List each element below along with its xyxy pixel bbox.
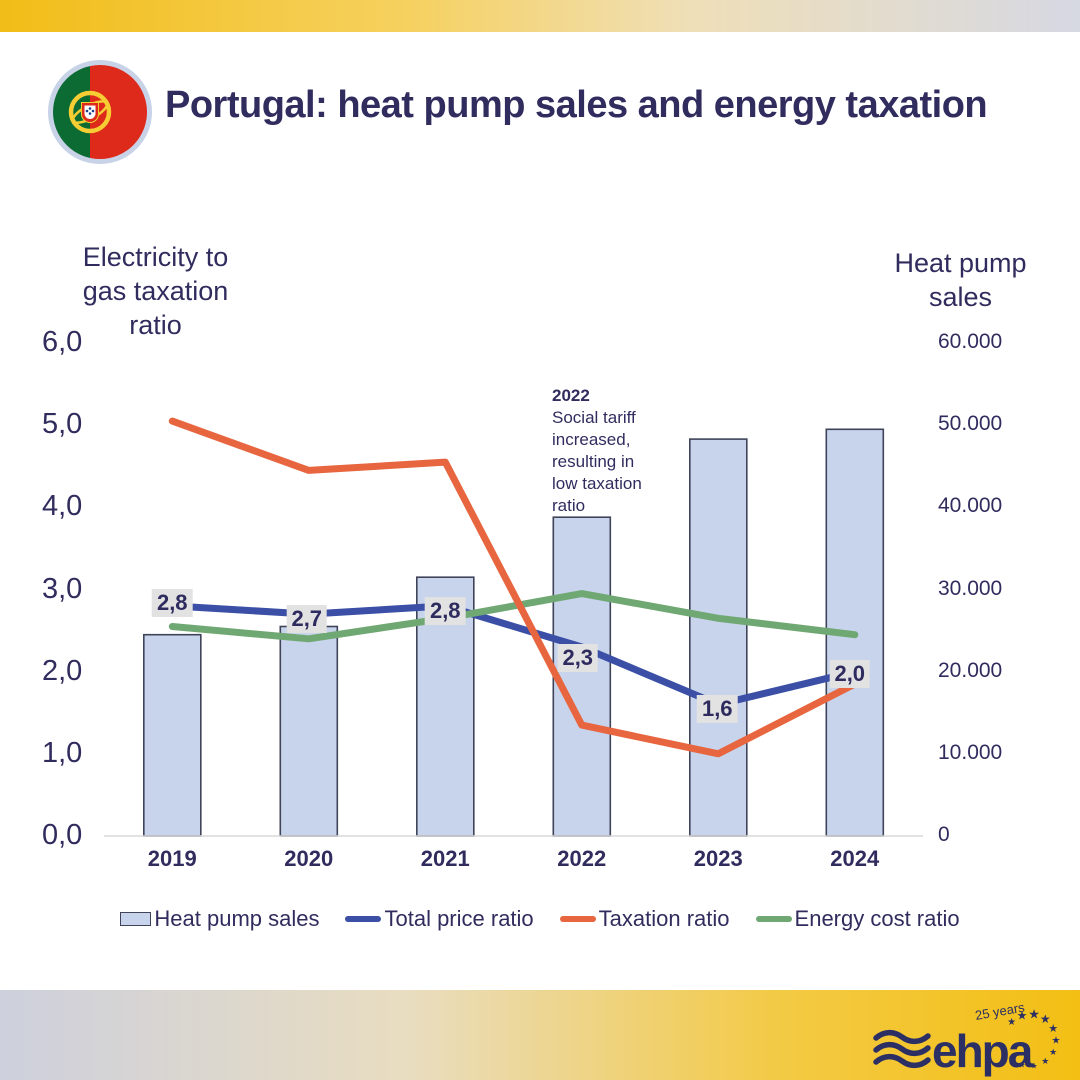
- bar-2022: [552, 516, 612, 837]
- star-icon: ★: [1052, 1035, 1061, 1046]
- data-label-2019: 2,8: [151, 588, 193, 617]
- data-label-2024: 2,0: [829, 659, 871, 688]
- ehpa-logo: ehpa 25 years ★ ★ ★ ★ ★ ★ ★ ★ ★ ★ ★: [868, 1000, 1068, 1078]
- star-icon: ★: [1007, 1017, 1016, 1028]
- bar-swatch-icon: [120, 912, 152, 926]
- right-axis-tick: 20.000: [938, 658, 1003, 682]
- data-label-2022: 2,3: [557, 644, 599, 673]
- chart-legend: Heat pump sales Total price ratio Taxati…: [0, 906, 1080, 932]
- left-axis-tick: 3,0: [42, 572, 83, 605]
- legend-item-energy-cost-ratio: Energy cost ratio: [755, 906, 960, 932]
- left-axis-tick: 1,0: [42, 736, 83, 769]
- annotation-body: Social tariff increased, resulting in lo…: [552, 408, 642, 515]
- line-swatch-icon: [345, 916, 382, 922]
- ehpa-logo-text: ehpa: [932, 1025, 1034, 1077]
- data-label-2021: 2,8: [424, 596, 466, 625]
- right-axis-tick: 10.000: [938, 740, 1003, 764]
- star-icon: ★: [1049, 1047, 1057, 1057]
- star-icon: ★: [1018, 1060, 1025, 1069]
- right-axis-title: Heat pump sales: [894, 248, 1027, 312]
- page-title: Portugal: heat pump sales and energy tax…: [165, 84, 988, 126]
- star-icon: ★: [1017, 1008, 1028, 1022]
- legend-item-heat-pump-sales: Heat pump sales: [120, 906, 319, 932]
- left-axis-title: Electricity to gas taxation ratio: [82, 242, 229, 340]
- x-axis-label-2023: 2023: [693, 846, 743, 871]
- x-axis-label-2019: 2019: [147, 846, 197, 871]
- star-icon: ★: [1040, 1012, 1051, 1026]
- star-icon: ★: [1031, 1061, 1038, 1070]
- bar-2019: [143, 633, 202, 837]
- right-axis-tick: 0: [938, 823, 950, 846]
- right-axis-tick: 50.000: [938, 412, 1003, 436]
- legend-label: Energy cost ratio: [794, 906, 960, 931]
- data-label-2020: 2,7: [286, 605, 328, 634]
- top-gradient-band: [0, 0, 1080, 32]
- left-axis-tick: 2,0: [42, 654, 83, 687]
- data-label-2023: 1,6: [696, 694, 738, 723]
- line-energy-cost-ratio: [168, 590, 859, 643]
- ehpa-waves-icon: [873, 1029, 931, 1069]
- x-axis-label-2020: 2020: [284, 846, 334, 871]
- star-icon: ★: [1028, 1007, 1040, 1022]
- legend-label: Taxation ratio: [598, 906, 730, 931]
- annotation-heading: 2022: [552, 386, 590, 405]
- star-icon: ★: [1048, 1023, 1058, 1035]
- line-total-price-ratio: [168, 602, 859, 708]
- bar-2024: [825, 428, 885, 837]
- bar-2020: [279, 625, 339, 837]
- star-icon: ★: [1008, 1054, 1015, 1063]
- right-axis-tick: 60.000: [938, 330, 1003, 353]
- left-axis-tick: 5,0: [42, 408, 83, 441]
- legend-label: Heat pump sales: [154, 906, 320, 931]
- annotation-2022: 2022 Social tariff increased, resulting …: [552, 385, 650, 517]
- bar-2023: [688, 438, 748, 837]
- right-axis-tick: 30.000: [938, 576, 1003, 600]
- x-axis-label-2021: 2021: [420, 846, 470, 871]
- left-axis-tick: 6,0: [42, 326, 83, 358]
- line-swatch-icon: [559, 916, 596, 922]
- left-axis-tick: 0,0: [42, 819, 83, 851]
- x-axis-label-2022: 2022: [557, 846, 607, 871]
- legend-label: Total price ratio: [384, 906, 534, 931]
- ehpa-stars-icon: ★★ ★ ★★★★★★★★: [1007, 1007, 1060, 1071]
- left-axis-tick: 4,0: [42, 490, 83, 523]
- star-icon: ★: [1041, 1056, 1049, 1066]
- line-taxation-ratio: [168, 417, 859, 758]
- line-swatch-icon: [755, 916, 792, 922]
- legend-item-total-price-ratio: Total price ratio: [345, 906, 534, 932]
- right-axis-tick: 40.000: [938, 494, 1003, 518]
- x-axis-label-2024: 2024: [830, 846, 880, 871]
- portugal-flag-icon: [48, 60, 152, 164]
- legend-item-taxation-ratio: Taxation ratio: [559, 906, 730, 932]
